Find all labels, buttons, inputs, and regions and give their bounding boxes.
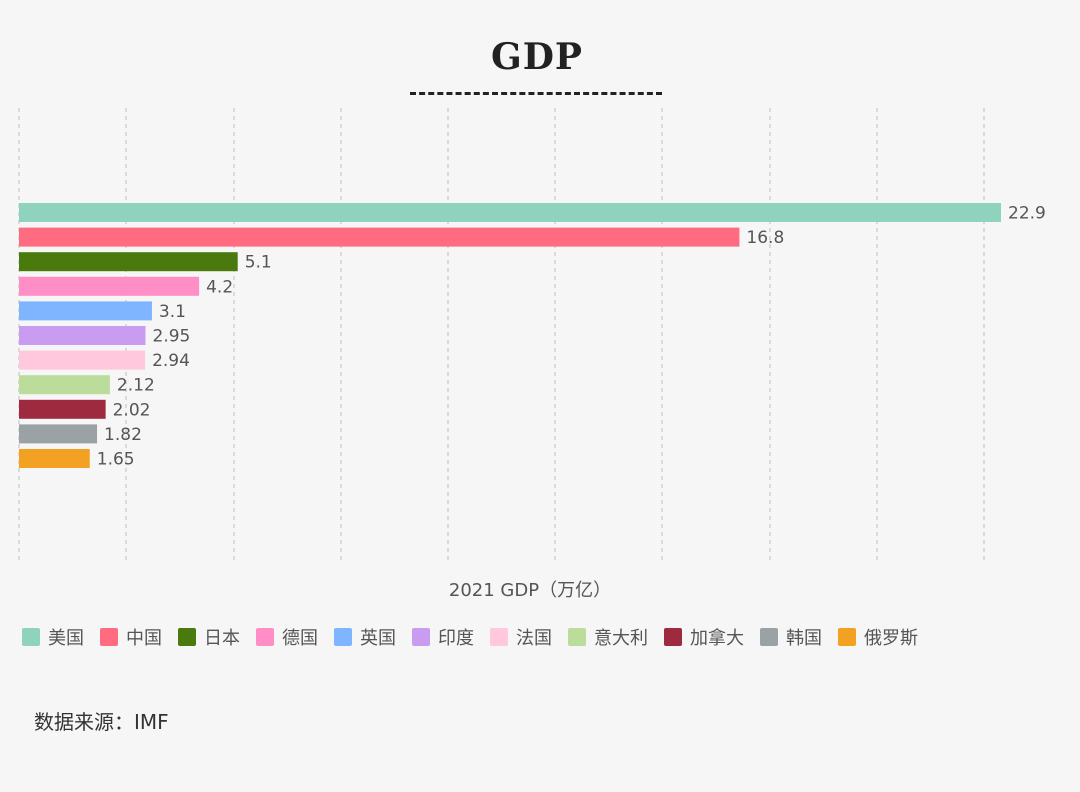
value-label-8: 2.02 xyxy=(113,400,151,420)
legend-swatch xyxy=(760,628,778,646)
value-label-1: 16.8 xyxy=(746,228,784,248)
bars xyxy=(19,203,1001,468)
legend-label: 印度 xyxy=(438,628,474,649)
legend-item-5[interactable]: 印度 xyxy=(412,624,474,650)
bar-4[interactable] xyxy=(19,301,152,321)
legend-item-2[interactable]: 日本 xyxy=(178,624,240,650)
bar-5[interactable] xyxy=(19,326,146,345)
legend-swatch xyxy=(412,628,430,646)
bar-1[interactable] xyxy=(19,227,740,247)
legend-item-0[interactable]: 美国 xyxy=(22,624,84,650)
value-label-10: 1.65 xyxy=(97,450,135,470)
legend-item-8[interactable]: 加拿大 xyxy=(664,624,744,650)
value-label-9: 1.82 xyxy=(104,425,142,445)
legend-label: 日本 xyxy=(204,628,240,649)
legend-swatch xyxy=(22,628,40,646)
legend-swatch xyxy=(838,628,856,646)
value-labels: 22.9 16.8 5.1 4.2 3.1 2.95 2.94 2.12 2.02 1.82 1.6… xyxy=(97,204,1046,470)
legend-label: 法国 xyxy=(516,628,552,649)
legend-item-6[interactable]: 法国 xyxy=(490,624,552,650)
legend-swatch xyxy=(664,628,682,646)
legend-item-9[interactable]: 韩国 xyxy=(760,624,822,650)
legend-swatch xyxy=(568,628,586,646)
grid-lines xyxy=(18,108,985,562)
legend-label: 英国 xyxy=(360,628,396,649)
value-label-2: 5.1 xyxy=(245,253,272,273)
legend-label: 德国 xyxy=(282,628,318,649)
legend-swatch xyxy=(100,628,118,646)
bar-6[interactable] xyxy=(19,350,146,370)
value-label-6: 2.94 xyxy=(152,351,190,371)
legend-swatch xyxy=(334,628,352,646)
legend-label: 韩国 xyxy=(786,628,822,649)
legend-item-3[interactable]: 德国 xyxy=(256,624,318,650)
legend-label: 中国 xyxy=(126,628,162,649)
value-label-7: 2.12 xyxy=(117,376,155,396)
legend-label: 加拿大 xyxy=(690,628,744,649)
x-axis-title: 2021 GDP（万亿） xyxy=(449,580,611,601)
bar-0[interactable] xyxy=(19,203,1001,222)
bar-9[interactable] xyxy=(19,424,98,444)
legend-item-10[interactable]: 俄罗斯 xyxy=(838,624,918,650)
legend-label: 美国 xyxy=(48,628,84,649)
bar-7[interactable] xyxy=(19,375,110,395)
legend-label: 意大利 xyxy=(594,628,648,649)
title-underline xyxy=(410,92,662,95)
value-label-3: 4.2 xyxy=(206,277,233,297)
legend-swatch xyxy=(490,628,508,646)
legend-item-7[interactable]: 意大利 xyxy=(568,624,648,650)
legend-item-4[interactable]: 英国 xyxy=(334,624,396,650)
value-label-5: 2.95 xyxy=(153,327,191,347)
source-note: 数据来源：IMF xyxy=(34,710,169,734)
legend-swatch xyxy=(178,628,196,646)
bar-2[interactable] xyxy=(19,252,238,272)
legend-label: 俄罗斯 xyxy=(864,628,918,649)
bar-10[interactable] xyxy=(19,449,90,468)
value-label-4: 3.1 xyxy=(159,302,186,322)
bar-8[interactable] xyxy=(19,399,106,419)
legend: 美国 中国 日本 德国 英国 印度 法国 意大利 加拿大 韩国 俄罗斯 xyxy=(22,624,1072,650)
legend-item-1[interactable]: 中国 xyxy=(100,624,162,650)
chart-title: GDP xyxy=(490,36,584,78)
value-label-0: 22.9 xyxy=(1008,204,1046,224)
legend-swatch xyxy=(256,628,274,646)
bar-3[interactable] xyxy=(19,276,200,296)
